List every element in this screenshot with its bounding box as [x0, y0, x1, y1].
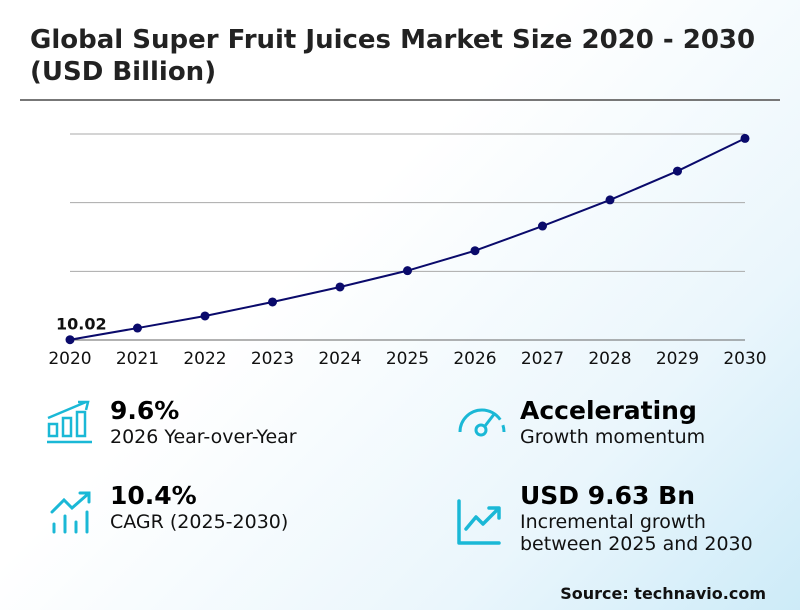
data-point [403, 266, 412, 276]
stat-yoy: 9.6% 2026 Year-over-Year [110, 396, 297, 448]
data-point [470, 246, 480, 256]
x-tick-label: 2027 [521, 349, 564, 369]
stat-label: Growth momentum [520, 426, 706, 448]
data-point [605, 195, 615, 205]
x-tick-label: 2024 [318, 349, 361, 369]
data-point [200, 311, 210, 321]
stat-label: 2026 Year-over-Year [110, 426, 297, 448]
x-tick-label: 2030 [723, 349, 766, 369]
series-line [69, 137, 746, 341]
data-point [65, 335, 75, 345]
data-point [335, 282, 345, 292]
data-point [538, 221, 547, 231]
data-point [673, 166, 682, 176]
x-tick-label: 2020 [48, 349, 91, 369]
chart-title: Global Super Fruit Juices Market Size 20… [30, 25, 756, 87]
data-point [740, 133, 750, 143]
data-label: 10.02 [56, 315, 107, 334]
stat-value: 9.6% [110, 396, 180, 425]
x-tick-label: 2026 [453, 349, 496, 369]
stat-value: Accelerating [520, 396, 697, 425]
x-tick-label: 2021 [116, 349, 159, 369]
x-tick-label: 2023 [251, 349, 294, 369]
x-tick-label: 2028 [588, 349, 631, 369]
source-note: Source: technavio.com [560, 584, 766, 603]
stat-label: Incremental growth between 2025 and 2030 [520, 511, 753, 555]
line-chart-icon [457, 499, 501, 545]
stat-momentum: Accelerating Growth momentum [520, 396, 705, 448]
x-tick-label: 2022 [183, 349, 226, 369]
trend-bars-icon [50, 491, 91, 534]
stat-value: USD 9.63 Bn [520, 481, 695, 510]
stat-label: CAGR (2025-2030) [110, 511, 289, 533]
x-tick-label: 2025 [386, 349, 429, 369]
data-point [268, 297, 277, 307]
line-chart: 2020 2021 2022 2023 2024 2025 2026 2027 2028 2029… [48, 133, 767, 369]
stat-cagr: 10.4% CAGR (2025-2030) [110, 481, 288, 533]
bar-chart-growth-icon [47, 400, 92, 444]
speedometer-icon [458, 408, 506, 437]
title-divider [20, 99, 780, 101]
stat-value: 10.4% [110, 481, 197, 510]
stat-incremental: USD 9.63 Bn Incremental growth between 2… [520, 481, 780, 555]
data-point [133, 323, 142, 333]
x-tick-label: 2029 [656, 349, 699, 369]
